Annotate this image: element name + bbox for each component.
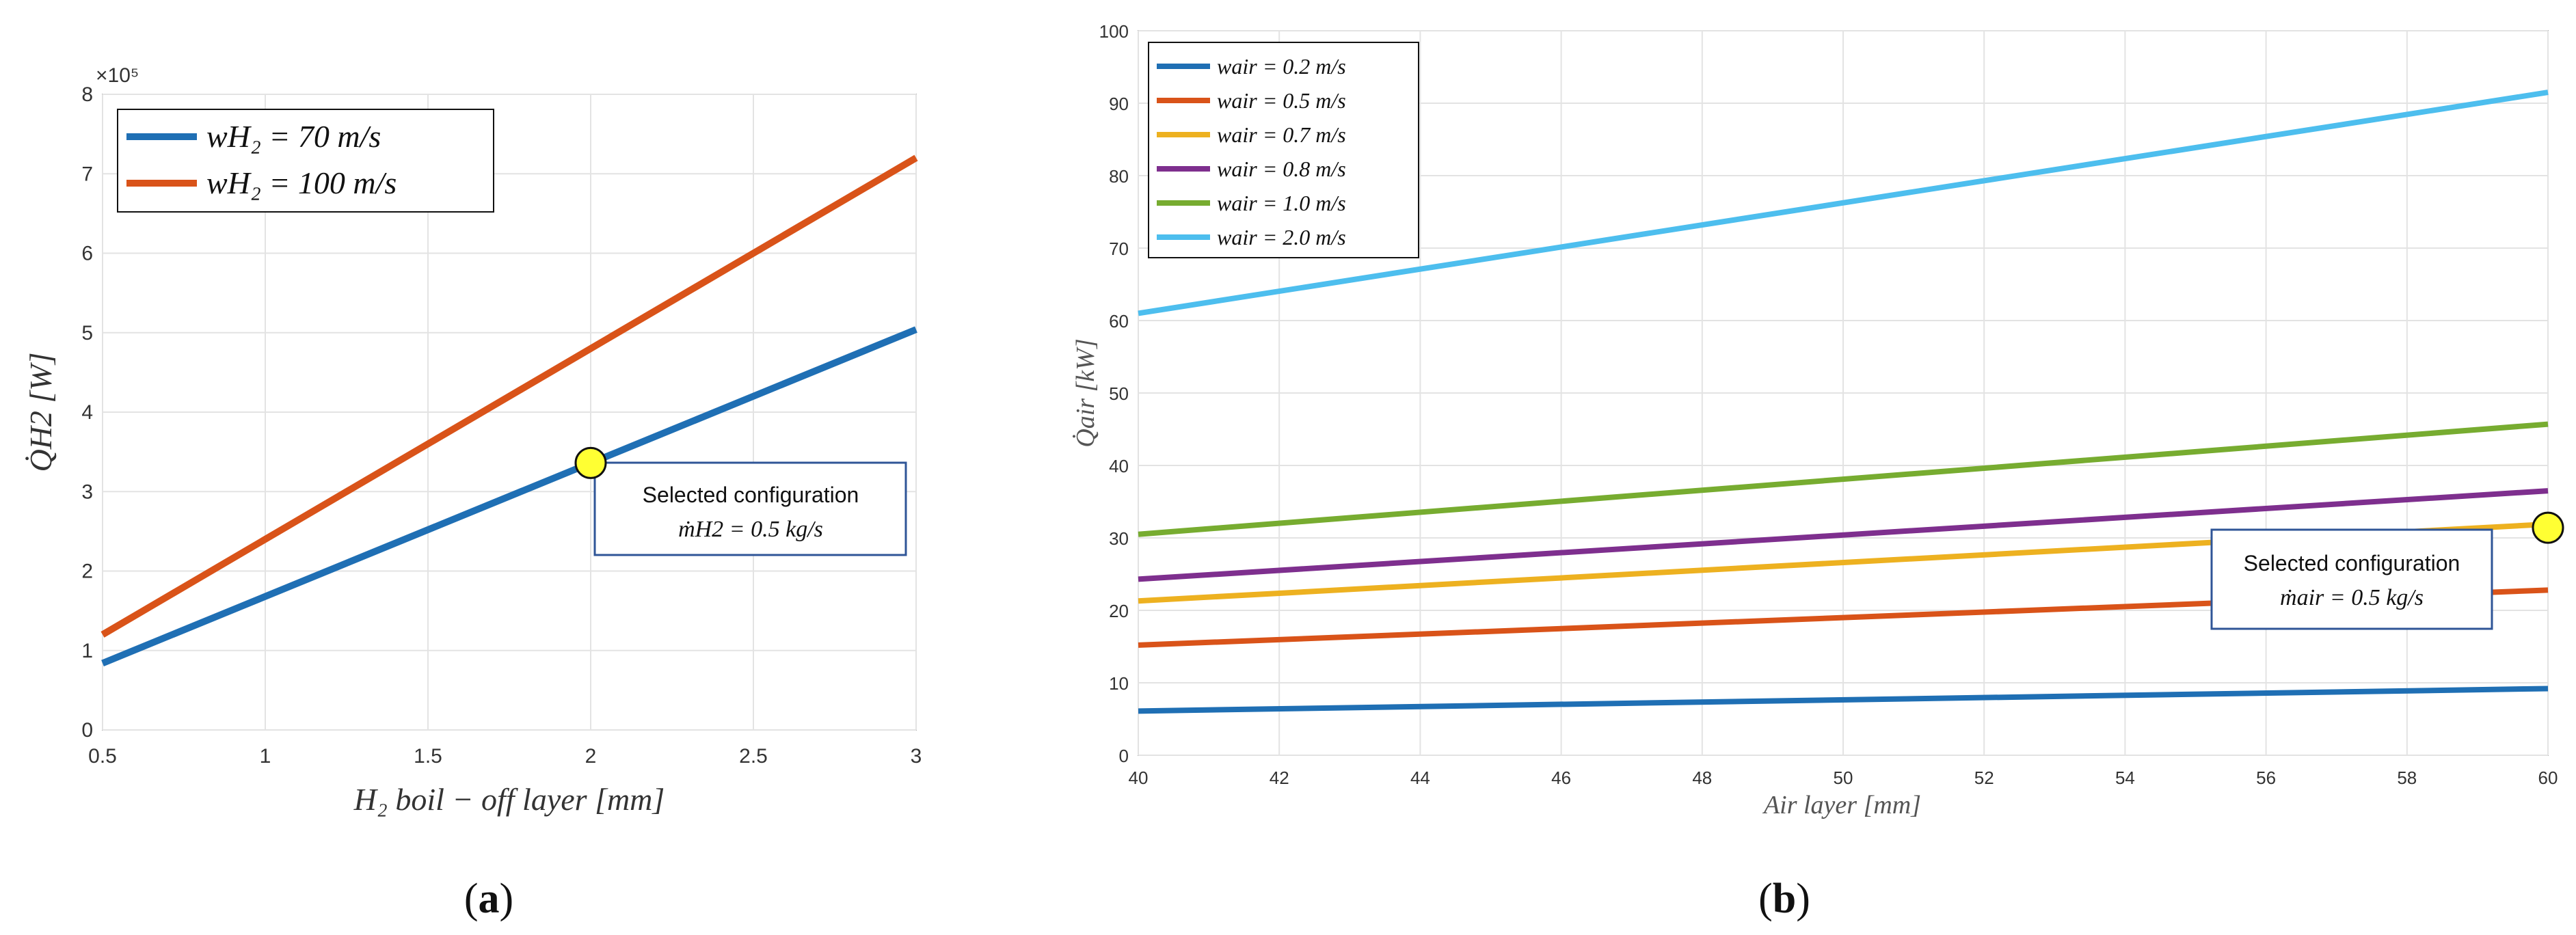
a-x-tick-4: 2.5: [739, 745, 768, 768]
caption-b: (b): [1758, 876, 1810, 922]
a-y-tick-5: 5: [81, 322, 93, 344]
annotation-box-a: [593, 461, 907, 556]
b-y-tick-3: 30: [1109, 528, 1129, 549]
a-y-tick-4: 4: [81, 401, 93, 424]
a-x-tick-2: 1.5: [414, 745, 442, 768]
b-series-line-0: [1138, 686, 2549, 714]
b-series-line-3: [1138, 488, 2549, 582]
annotation-line1-b: Selected configuration: [2244, 551, 2460, 575]
a-y-tick-1: 1: [81, 640, 93, 662]
panel-a: 0.5 1 1.5 2 2.5 3 0 1 2 3 4 5 6 7 8 ×10⁵ H₂ boil − of…: [23, 64, 922, 922]
caption-b-letter: b: [1773, 876, 1796, 922]
annotation-line2-b: ṁair = 0.5 kg/s: [2280, 585, 2424, 610]
b-x-tick-2: 44: [1410, 768, 1430, 788]
a-y-tick-3: 3: [81, 480, 93, 503]
b-series-line-5: [1138, 90, 2549, 316]
a-x-tick-1: 1: [260, 745, 271, 768]
legend-label-a-1: wH₂ = 100 m/s: [206, 165, 397, 200]
legend-label-b-0: wair = 0.2 m/s: [1217, 54, 1346, 79]
legend-label-b-1: wair = 0.5 m/s: [1217, 88, 1346, 113]
b-x-tick-9: 58: [2397, 768, 2417, 788]
b-y-tick-2: 20: [1109, 601, 1129, 621]
caption-a-letter: a: [479, 876, 500, 922]
annotation-box-b: [2210, 528, 2493, 630]
b-x-tick-3: 46: [1551, 768, 1571, 788]
b-x-tick-8: 56: [2256, 768, 2276, 788]
a-y-tick-8: 8: [81, 83, 93, 106]
x-axis-label-b: Air layer [mm]: [1762, 791, 1921, 819]
legend-label-a-0: wH₂ = 70 m/s: [206, 119, 381, 154]
legend-b: wair = 0.2 m/s wair = 0.5 m/s wair = 0.7…: [1157, 54, 1346, 249]
x-axis-label-a: H₂ boil − off layer [mm]: [353, 782, 665, 817]
b-x-tick-1: 42: [1270, 768, 1289, 788]
series-lines-a: [100, 154, 918, 666]
y-ticks-b: 0 10 20 30 40 50 60 70 80 90 100: [1099, 21, 1129, 766]
selected-marker-b: [2532, 511, 2564, 544]
caption-a-open: (: [464, 876, 479, 922]
y-exponent-a: ×10⁵: [96, 64, 139, 87]
legend-label-b-5: wair = 2.0 m/s: [1217, 225, 1346, 249]
a-y-tick-6: 6: [81, 243, 93, 265]
caption-a: (a): [464, 876, 513, 922]
b-y-tick-9: 90: [1109, 94, 1129, 114]
selected-marker-a: [574, 446, 607, 479]
a-y-tick-0: 0: [81, 719, 93, 742]
annotation-line1-a: Selected configuration: [643, 483, 859, 507]
caption-a-close: ): [500, 876, 514, 922]
grid-b: [1138, 30, 2549, 756]
x-ticks-b: 40 42 44 46 48 50 52 54 56 58 60: [1129, 768, 2558, 788]
legend-label-b-4: wair = 1.0 m/s: [1217, 191, 1346, 215]
b-y-tick-0: 0: [1119, 746, 1129, 766]
annotation-line2-a: ṁH2 = 0.5 kg/s: [678, 517, 823, 542]
caption-b-open: (: [1758, 876, 1773, 922]
b-y-tick-1: 10: [1109, 673, 1129, 694]
y-ticks-a: 0 1 2 3 4 5 6 7 8: [81, 83, 93, 742]
legend-box-a: [117, 109, 494, 213]
a-series-line-0: [101, 326, 917, 666]
b-y-tick-5: 50: [1109, 383, 1129, 404]
a-y-tick-7: 7: [81, 163, 93, 185]
b-series-line-4: [1138, 421, 2549, 537]
b-y-tick-10: 100: [1099, 21, 1129, 42]
caption-b-close: ): [1796, 876, 1810, 922]
b-x-tick-6: 52: [1974, 768, 1994, 788]
b-x-tick-10: 60: [2538, 768, 2558, 788]
b-y-tick-4: 40: [1109, 456, 1129, 476]
a-x-tick-0: 0.5: [88, 745, 117, 768]
legend-label-b-3: wair = 0.8 m/s: [1217, 157, 1346, 181]
y-axis-label-a: Q̇H2 [W]: [23, 352, 58, 472]
legend-label-b-2: wair = 0.7 m/s: [1217, 122, 1346, 147]
b-x-tick-5: 50: [1834, 768, 1853, 788]
a-y-tick-2: 2: [81, 560, 93, 583]
b-x-tick-7: 54: [2115, 768, 2135, 788]
b-x-tick-0: 40: [1129, 768, 1149, 788]
a-series-line-1: [100, 154, 918, 638]
a-x-tick-3: 2: [585, 745, 597, 768]
panel-b: 40 42 44 46 48 50 52 54 56 58 60 0 10 20 30 40 50 60 70 80…: [1071, 21, 2564, 922]
b-y-tick-7: 70: [1109, 239, 1129, 259]
x-ticks-a: 0.5 1 1.5 2 2.5 3: [88, 745, 922, 768]
b-y-tick-8: 80: [1109, 166, 1129, 187]
b-y-tick-6: 60: [1109, 311, 1129, 331]
a-x-tick-5: 3: [911, 745, 922, 768]
y-axis-label-b: Q̇air [kW]: [1071, 338, 1100, 447]
b-x-tick-4: 48: [1692, 768, 1712, 788]
legend-box-b: [1148, 42, 1419, 258]
